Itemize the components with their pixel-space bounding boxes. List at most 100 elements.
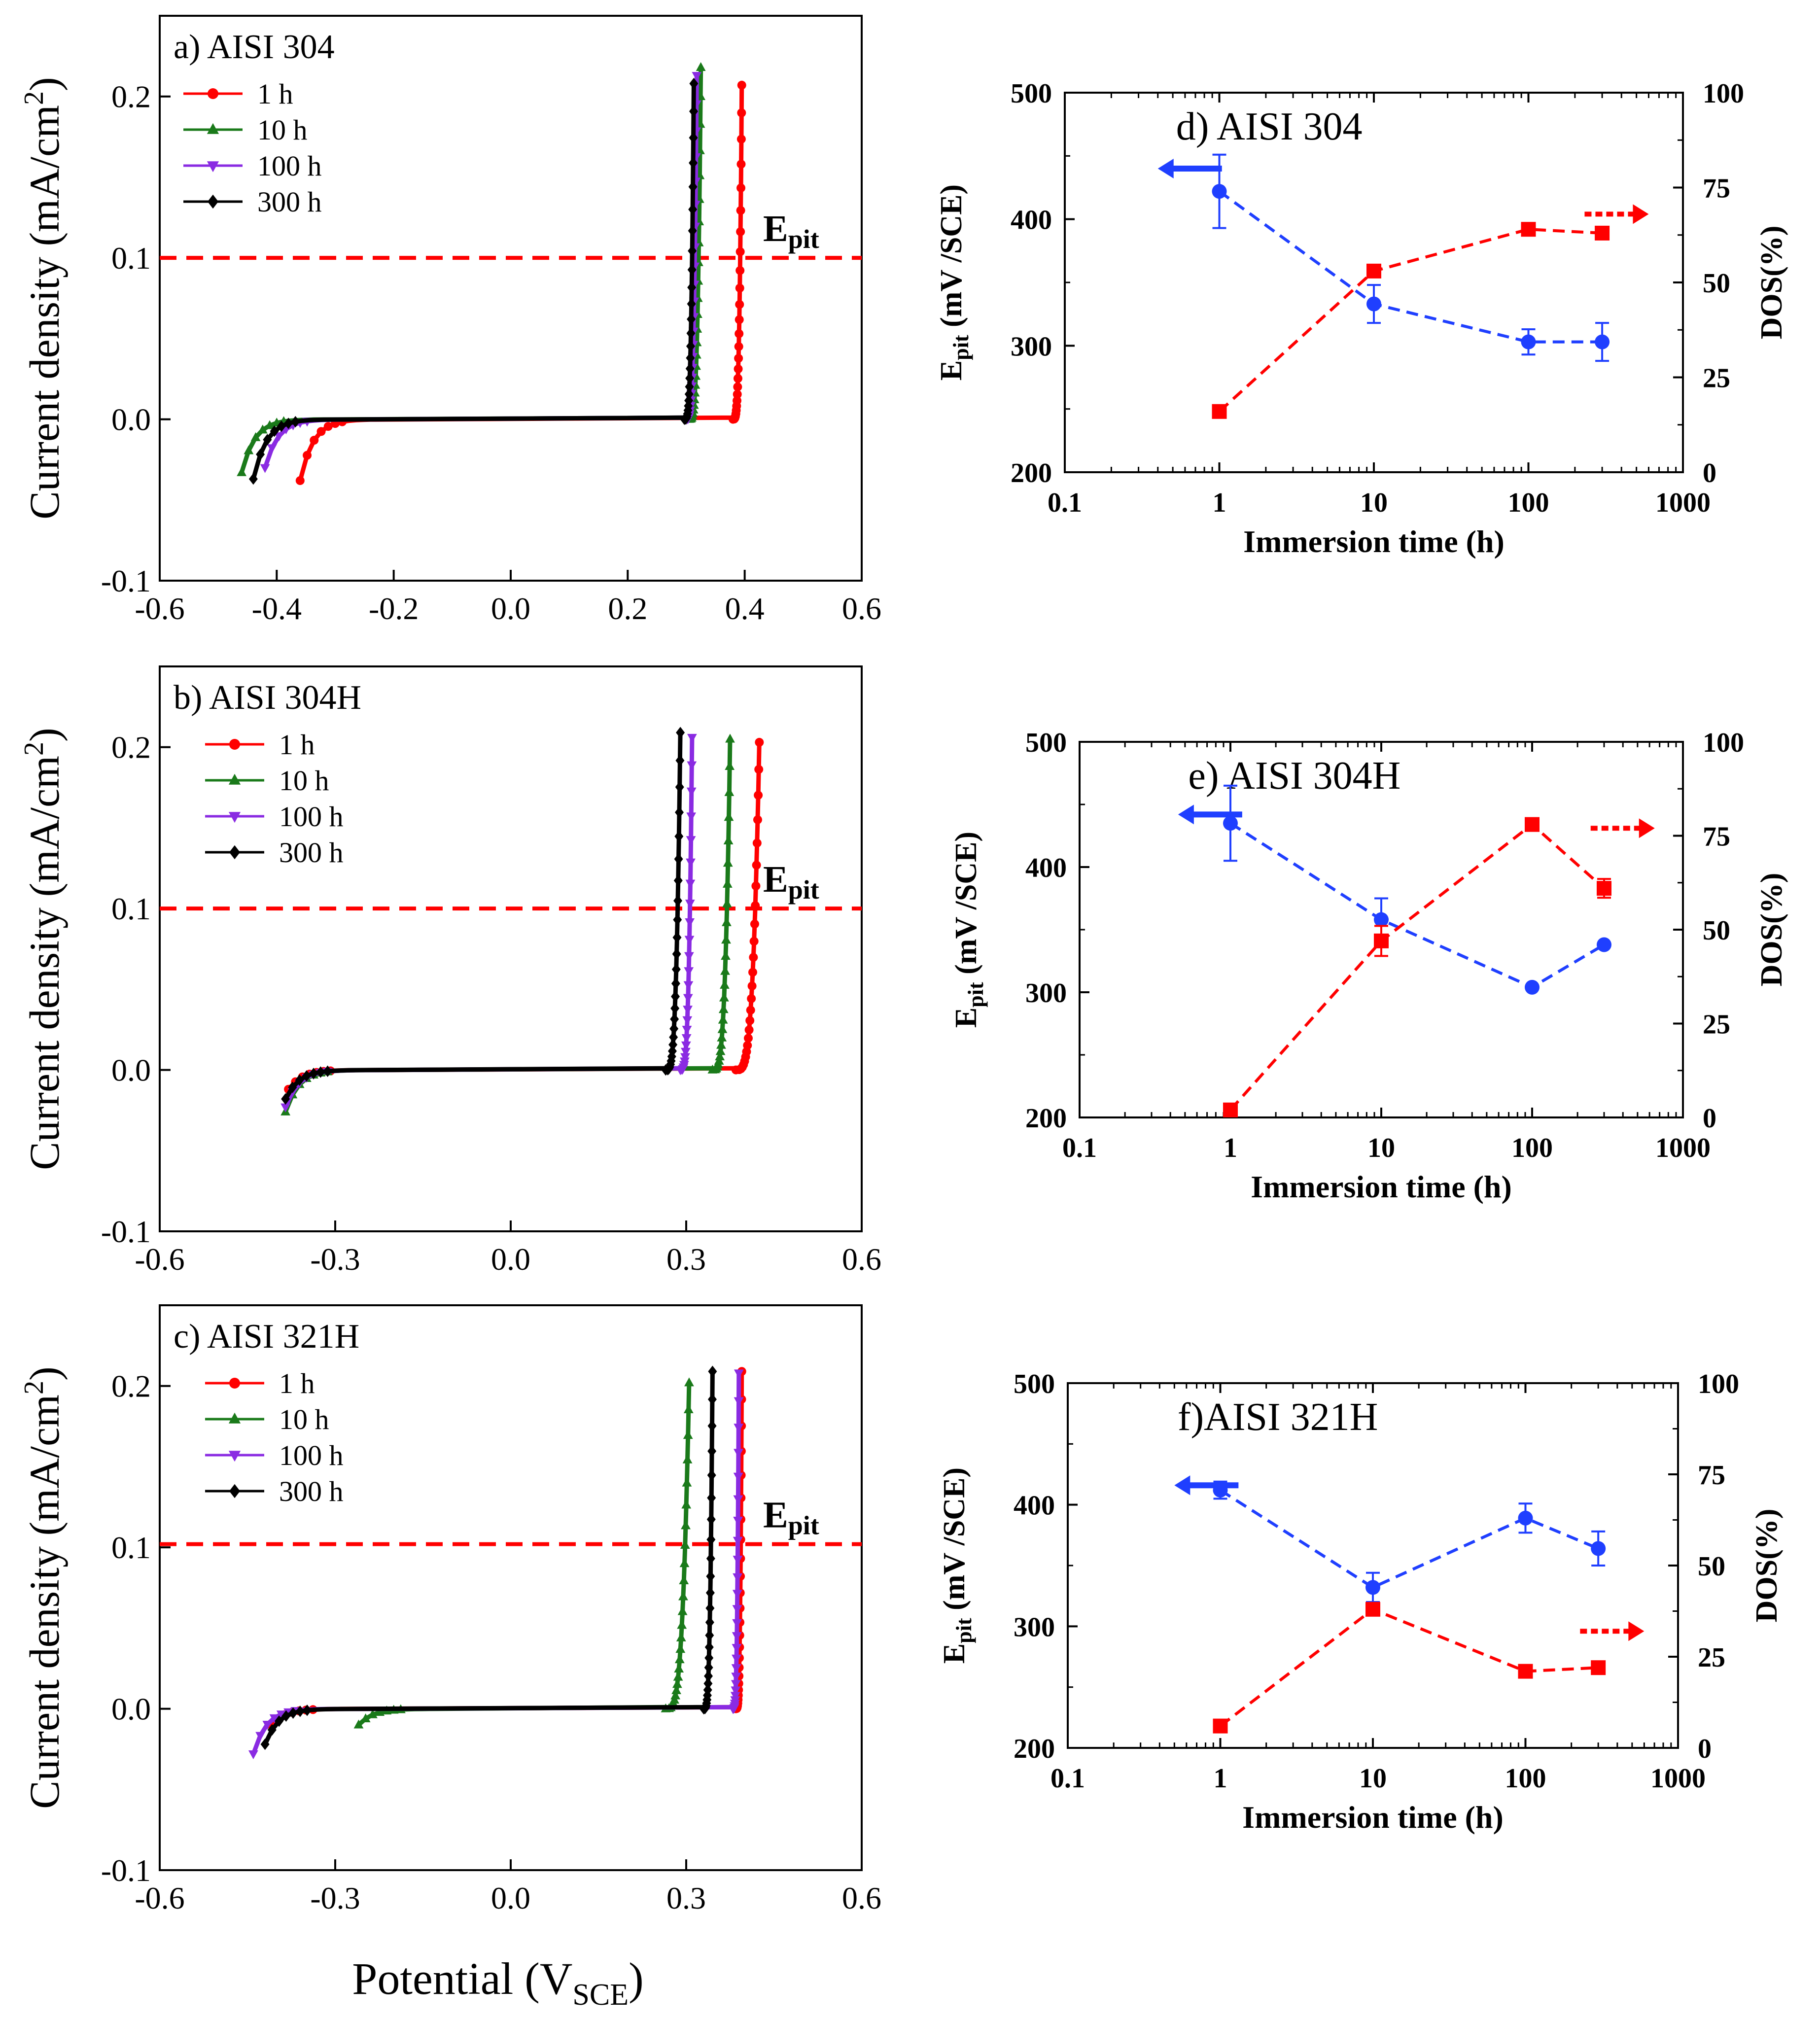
y-tick-label: 200 xyxy=(1011,458,1052,488)
curve-point xyxy=(707,1420,717,1432)
curve-point xyxy=(733,1516,743,1526)
x-tick-label: 0.1 xyxy=(1048,488,1082,518)
curve-point xyxy=(687,313,696,325)
legend-marker xyxy=(229,1484,240,1498)
curve-point xyxy=(270,425,279,437)
curve-point xyxy=(685,372,695,384)
series-line xyxy=(1219,1489,1599,1589)
curve-point xyxy=(257,424,268,434)
series-dos xyxy=(1213,1602,1645,1734)
curve-point xyxy=(683,1006,693,1015)
curve-point xyxy=(732,1619,742,1628)
series-dos xyxy=(1223,817,1655,1117)
curve-point xyxy=(688,245,697,257)
axis-arrow-head xyxy=(1633,204,1649,224)
data-point xyxy=(1521,222,1536,237)
curve-point xyxy=(747,994,756,1003)
y2-axis-label: DOS(%) xyxy=(1750,1509,1784,1623)
series-line xyxy=(1229,822,1605,1111)
legend-label: 300 h xyxy=(279,1475,344,1507)
legend-marker xyxy=(208,88,218,99)
curve-point xyxy=(687,761,697,770)
y2-tick-label: 25 xyxy=(1703,363,1730,394)
curve-point xyxy=(733,1472,743,1482)
x-tick-label: 1000 xyxy=(1650,1763,1706,1794)
y-tick-label: 400 xyxy=(1011,205,1052,236)
legend-label: 1 h xyxy=(279,1367,315,1399)
curve-point xyxy=(746,1006,755,1015)
curve-point xyxy=(685,900,695,909)
curve-point xyxy=(309,1068,318,1080)
panel-label: c) AISI 321H xyxy=(174,1318,359,1356)
y-axis-label: Current density (mA/cm2) xyxy=(19,1366,68,1809)
curve-point xyxy=(745,1016,755,1025)
y-tick-label: 0.0 xyxy=(111,1053,151,1088)
curve-point xyxy=(685,363,695,375)
y2-tick-label: 75 xyxy=(1703,174,1730,204)
panels: -0.6 -0.4 -0.2 0.0 0.2 0.4 0.6 -0.1 0.0 0.1 0.2 Cur… xyxy=(19,15,1788,1916)
y-tick-label: 0.2 xyxy=(111,1369,151,1404)
curve-point xyxy=(684,394,694,407)
y-tick-label: 500 xyxy=(1025,728,1067,758)
curve-point xyxy=(684,936,695,945)
curve-point xyxy=(669,1031,678,1043)
curve-point xyxy=(682,1016,693,1025)
curve-point xyxy=(737,108,746,117)
x-tick-label: -0.6 xyxy=(135,591,184,626)
curve-point xyxy=(323,1065,332,1077)
panel-a: -0.6 -0.4 -0.2 0.0 0.2 0.4 0.6 -0.1 0.0 0.1 0.2 Cur… xyxy=(19,15,881,626)
curve-point xyxy=(689,157,698,169)
x-tick-label: 0.6 xyxy=(842,1242,881,1277)
curve-point xyxy=(687,298,696,310)
curve-point xyxy=(310,436,319,445)
y-tick-label: 0.1 xyxy=(111,241,151,276)
x-tick-label: 100 xyxy=(1508,488,1549,518)
data-point xyxy=(1595,334,1610,349)
curve-point xyxy=(674,1663,684,1672)
x-tick-label: 100 xyxy=(1505,1763,1546,1794)
curve-point xyxy=(288,1707,298,1719)
curve-point xyxy=(707,1393,717,1405)
curve-point xyxy=(275,1715,284,1727)
legend-marker xyxy=(207,123,219,134)
curve-point xyxy=(754,765,764,774)
legend-marker xyxy=(207,161,219,173)
legend-marker xyxy=(229,1378,240,1389)
curve-point xyxy=(673,874,683,887)
curve-point xyxy=(684,952,694,961)
curve-point xyxy=(735,283,744,293)
data-point xyxy=(1525,817,1540,832)
curve-point xyxy=(682,1454,693,1463)
curve-point xyxy=(675,806,684,818)
x-tick-label: -0.4 xyxy=(252,591,302,626)
curve-point xyxy=(734,364,743,374)
curve-point xyxy=(732,1590,742,1599)
curve-point xyxy=(674,1654,685,1664)
x-tick-label: 100 xyxy=(1511,1133,1553,1163)
curve-point xyxy=(719,992,729,1002)
curve-point xyxy=(676,1632,686,1641)
y-tick-label: -0.1 xyxy=(101,1214,151,1249)
data-point xyxy=(1223,1102,1238,1117)
curve-point xyxy=(375,1707,385,1716)
curve-point xyxy=(687,733,697,743)
data-point xyxy=(1596,881,1611,896)
data-point xyxy=(1365,1602,1380,1617)
y-tick-label: 0.2 xyxy=(111,79,151,114)
legend-marker xyxy=(228,773,241,785)
legend-marker xyxy=(228,1412,241,1424)
y2-tick-label: 50 xyxy=(1703,915,1730,946)
curve-point xyxy=(676,727,685,738)
series-line xyxy=(1219,1607,1599,1727)
legend-label: 300 h xyxy=(257,186,322,218)
curve-point xyxy=(731,1686,741,1696)
curve-point xyxy=(255,1732,266,1741)
y2-axis-label: DOS(%) xyxy=(1755,873,1788,987)
data-point xyxy=(1596,937,1611,952)
curve-point xyxy=(295,1706,305,1717)
curve-point xyxy=(288,1081,297,1093)
curve-point xyxy=(733,1536,743,1546)
curve-point xyxy=(733,1556,743,1565)
curve-point xyxy=(689,132,698,144)
